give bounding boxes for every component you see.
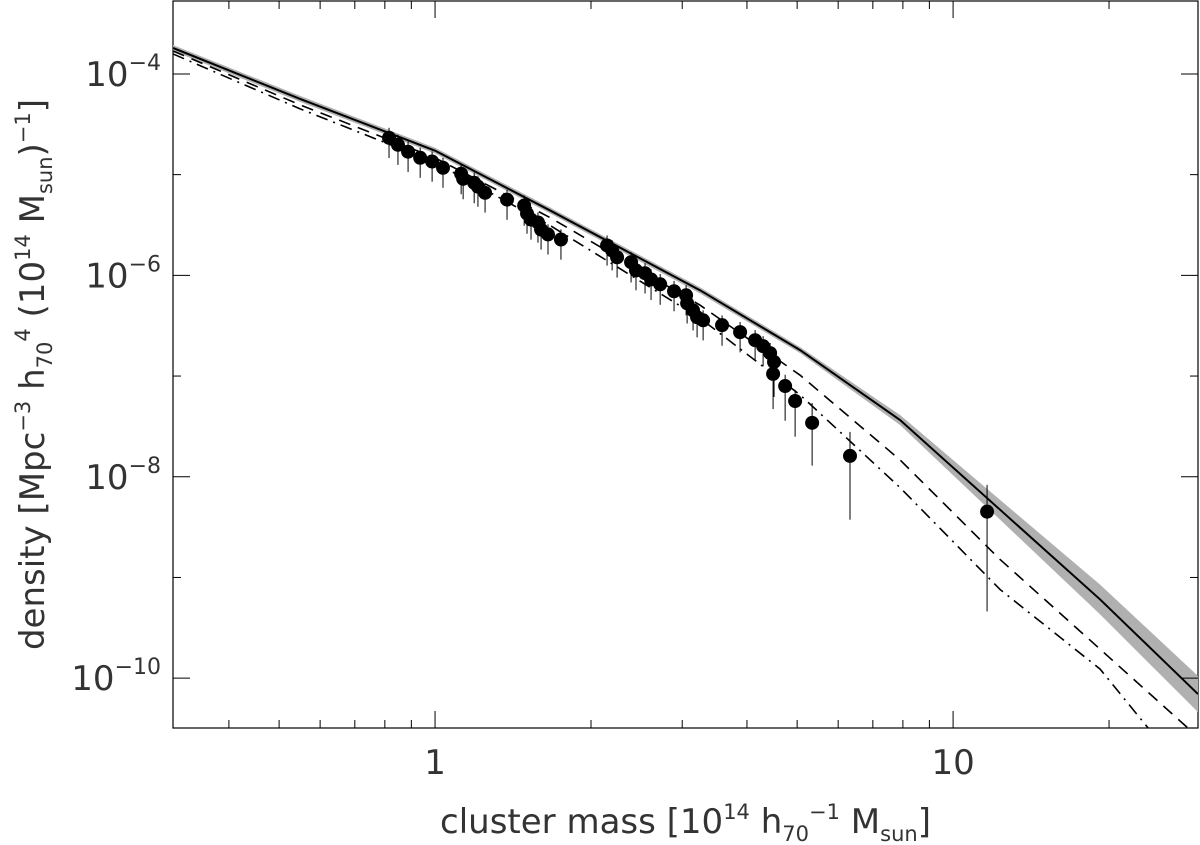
data-point (413, 150, 428, 165)
x-axis-label-part: cluster mass [10 (440, 802, 723, 842)
y-axis-label-part: 4 (11, 328, 35, 341)
data-point (401, 144, 416, 159)
y-tick-exponent: −8 (129, 454, 161, 479)
data-point (980, 504, 995, 519)
y-axis-label-part: ] (13, 99, 53, 112)
y-tick-base: 10 (85, 458, 128, 498)
y-tick-label: 10−8 (85, 454, 161, 498)
y-axis-label-part: −3 (11, 401, 35, 432)
model-curve (173, 47, 1198, 695)
y-tick-exponent: −4 (129, 51, 161, 76)
data-point (653, 277, 668, 292)
y-tick-label: 10−6 (85, 252, 161, 296)
x-axis-label: cluster mass [1014 h70−1 Msun] (440, 800, 931, 845)
y-tick-base: 10 (71, 659, 114, 699)
y-axis-label-part: 70 (33, 342, 57, 369)
y-tick-label: 10−10 (71, 655, 161, 699)
data-point (842, 448, 857, 463)
data-point (610, 250, 625, 265)
y-axis-label-part: −1 (11, 112, 35, 143)
data-point (788, 394, 803, 409)
y-axis-label-part: M (13, 194, 53, 234)
x-tick-label: 10 (931, 743, 974, 783)
y-axis-label-part: sun (33, 156, 57, 194)
y-axis-label-part: density [Mpc (13, 432, 53, 650)
data-point (805, 415, 820, 430)
y-axis-label-part: 14 (11, 234, 35, 261)
plot-frame (172, 0, 1199, 729)
model-curve (173, 50, 1190, 728)
x-axis-label-part: 70 (782, 822, 809, 845)
y-axis-label: density [Mpc−3 h704 (1014 Msun)−1] (11, 99, 57, 650)
data-point (436, 160, 451, 175)
model-curve (173, 53, 1150, 728)
x-axis-label-part: ] (918, 802, 931, 842)
y-tick-base: 10 (85, 55, 128, 95)
x-axis-label-part: h (750, 802, 782, 842)
data-point (425, 154, 440, 169)
data-point (715, 318, 730, 333)
data-point (390, 137, 405, 152)
data-point (540, 227, 555, 242)
y-axis-label-part: h (13, 368, 53, 400)
x-axis-label-part: sun (880, 822, 918, 845)
data-point (667, 284, 682, 299)
y-tick-exponent: −10 (115, 655, 161, 680)
data-point (553, 232, 568, 247)
data-point (733, 325, 748, 340)
data-point (778, 379, 793, 394)
y-axis-label-part: ) (13, 143, 53, 156)
y-tick-exponent: −6 (129, 252, 161, 277)
x-tick-label: 1 (424, 743, 446, 783)
data-point (456, 171, 471, 186)
confidence-band (173, 44, 1198, 713)
y-tick-label: 10−4 (85, 51, 161, 95)
x-axis-label-part: M (840, 802, 880, 842)
x-axis-label-part: 14 (723, 800, 750, 824)
data-point (478, 185, 493, 200)
y-tick-base: 10 (85, 256, 128, 296)
x-axis-label-part: −1 (809, 800, 840, 824)
data-point (500, 192, 515, 207)
data-point (696, 313, 711, 328)
y-axis-label-part: (10 (13, 261, 53, 328)
plot-area (173, 44, 1198, 728)
data-point (767, 354, 782, 369)
data-point (766, 366, 781, 381)
